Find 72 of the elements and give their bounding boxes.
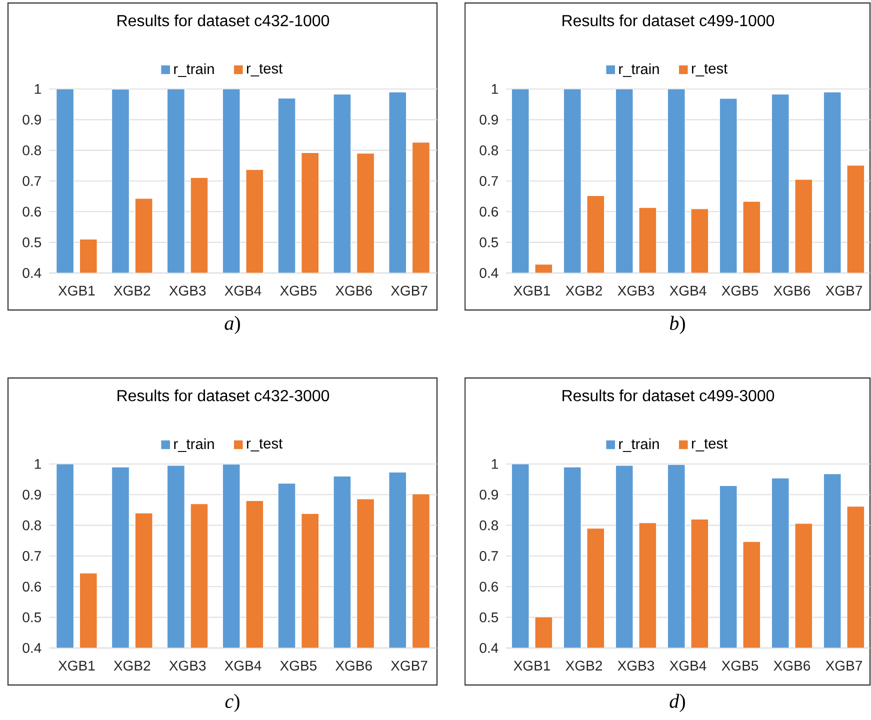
y-tick-label: 0.4 bbox=[22, 268, 42, 278]
x-tick-label: XGB1 bbox=[58, 660, 95, 671]
legend-label: r_train bbox=[174, 63, 214, 77]
chart-title: Results for dataset c499-1000 bbox=[562, 14, 774, 26]
x-tick-label: XGB4 bbox=[670, 286, 706, 296]
y-tick-label: 0.9 bbox=[480, 490, 498, 500]
x-tick-label: XGB6 bbox=[336, 660, 372, 671]
y-tick-label: 0.7 bbox=[480, 551, 498, 561]
legend-label: r_test bbox=[692, 438, 728, 452]
legend-label: r_test bbox=[246, 438, 283, 452]
x-tick-label: XGB6 bbox=[336, 286, 372, 296]
y-tick-label: 0.4 bbox=[480, 643, 498, 653]
text: b) bbox=[670, 316, 685, 334]
x-tick-label: XGB6 bbox=[774, 286, 810, 296]
y-tick-label: 0.7 bbox=[480, 176, 498, 186]
y-tick-label: 1 bbox=[492, 84, 498, 94]
y-tick-label: 0.7 bbox=[22, 551, 41, 561]
x-tick-label: XGB4 bbox=[224, 660, 262, 671]
legend-label: r_test bbox=[692, 64, 728, 76]
y-tick-label: 0.8 bbox=[480, 520, 498, 530]
x-tick-label: XGB2 bbox=[114, 660, 150, 671]
chart-title: Results for dataset c432-1000 bbox=[118, 14, 330, 26]
x-tick-label: XGB4 bbox=[670, 660, 706, 671]
x-tick-label: XGB3 bbox=[169, 660, 206, 671]
legend-label: r_train bbox=[619, 438, 659, 452]
y-tick-label: 0.6 bbox=[480, 206, 498, 217]
y-tick-label: 0.5 bbox=[22, 612, 42, 622]
y-tick-label: 0.4 bbox=[480, 268, 498, 278]
x-tick-label: XGB2 bbox=[114, 286, 150, 296]
y-tick-label: 0.8 bbox=[480, 145, 498, 156]
legend-label: r_test bbox=[246, 64, 283, 76]
x-tick-label: XGB5 bbox=[722, 286, 758, 296]
y-tick-label: 1 bbox=[492, 459, 498, 469]
y-tick-label: 0.8 bbox=[22, 145, 42, 156]
x-tick-label: XGB1 bbox=[58, 286, 95, 296]
x-tick-label: XGB7 bbox=[826, 286, 862, 296]
y-tick-label: 1 bbox=[34, 84, 41, 94]
y-tick-label: 0.5 bbox=[22, 237, 42, 248]
text: a) bbox=[224, 316, 240, 334]
x-tick-label: XGB4 bbox=[224, 286, 262, 296]
x-tick-label: XGB3 bbox=[618, 660, 654, 671]
y-tick-label: 0.6 bbox=[22, 582, 42, 592]
y-tick-label: 0.9 bbox=[480, 114, 498, 125]
y-tick-label: 0.8 bbox=[22, 520, 42, 530]
legend-label: r_train bbox=[619, 63, 659, 77]
text: c) bbox=[225, 694, 240, 712]
y-tick-label: 0.9 bbox=[22, 490, 41, 500]
x-tick-label: XGB6 bbox=[774, 660, 810, 671]
x-tick-label: XGB7 bbox=[390, 286, 428, 296]
y-tick-label: 0.5 bbox=[480, 612, 498, 622]
y-tick-label: 0.4 bbox=[22, 643, 42, 653]
y-tick-label: 1 bbox=[34, 459, 41, 469]
y-tick-label: 0.5 bbox=[480, 237, 498, 248]
chart-title: Results for dataset c432-3000 bbox=[118, 390, 330, 402]
x-tick-label: XGB1 bbox=[514, 660, 550, 671]
y-tick-label: 0.9 bbox=[22, 114, 41, 125]
x-tick-label: XGB3 bbox=[618, 286, 654, 296]
x-tick-label: XGB1 bbox=[514, 286, 550, 296]
text: d) bbox=[670, 694, 685, 712]
y-tick-label: 0.6 bbox=[22, 206, 42, 217]
y-tick-label: 0.7 bbox=[22, 176, 41, 186]
y-tick-label: 0.6 bbox=[480, 582, 498, 592]
x-tick-label: XGB2 bbox=[566, 286, 602, 296]
x-tick-label: XGB2 bbox=[566, 660, 602, 671]
legend-label: r_train bbox=[174, 438, 214, 452]
x-tick-label: XGB7 bbox=[826, 660, 862, 671]
chart-title: Results for dataset c499-3000 bbox=[562, 390, 774, 402]
x-tick-label: XGB5 bbox=[280, 660, 317, 671]
x-tick-label: XGB5 bbox=[280, 286, 317, 296]
x-tick-label: XGB5 bbox=[722, 660, 758, 671]
x-tick-label: XGB3 bbox=[169, 286, 206, 296]
x-tick-label: XGB7 bbox=[390, 660, 428, 671]
